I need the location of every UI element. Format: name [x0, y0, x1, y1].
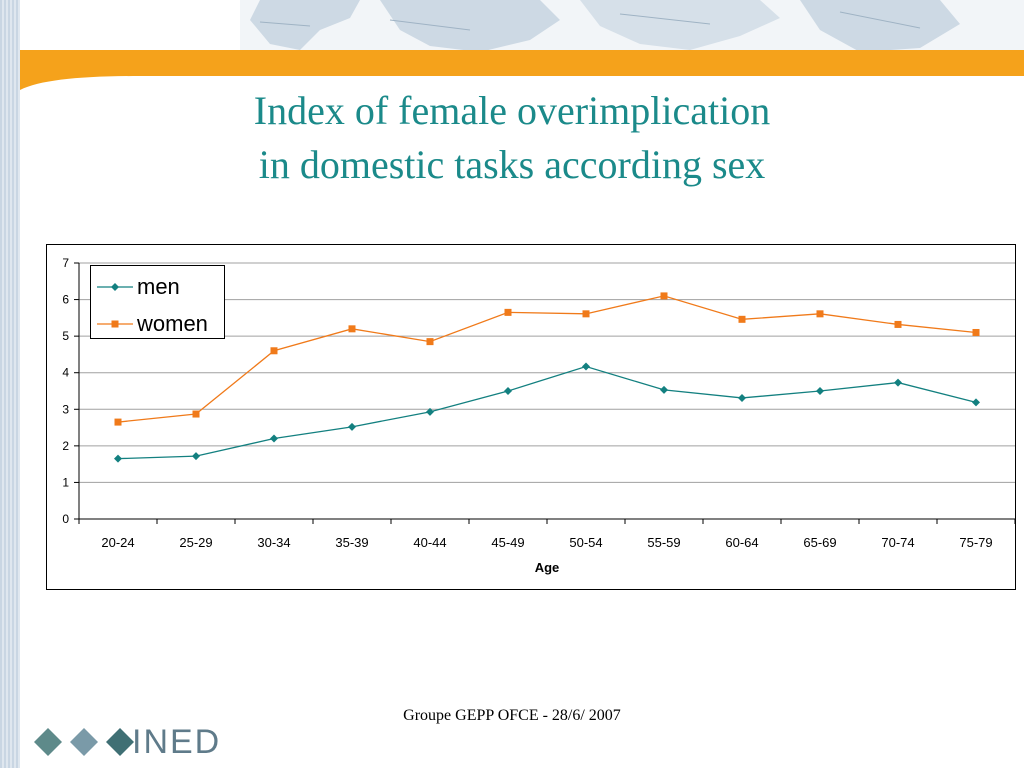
logo-text: INED	[132, 723, 222, 761]
legend-women-marker-icon	[97, 320, 133, 328]
series-line-women	[117, 295, 977, 423]
x-tick-label: 60-64	[725, 535, 758, 550]
x-tick-label: 45-49	[491, 535, 524, 550]
y-tick-label: 1	[62, 475, 69, 489]
y-tick-label: 6	[62, 293, 69, 307]
x-tick-label: 25-29	[179, 535, 212, 550]
data-point-men	[504, 387, 512, 395]
y-tick-label: 7	[62, 256, 69, 270]
left-decorative-stripe	[0, 0, 20, 768]
chart-legend: men women	[90, 265, 225, 339]
data-point-women	[738, 315, 746, 323]
legend-label-men: men	[137, 274, 180, 299]
data-point-men	[816, 387, 824, 395]
data-point-men	[660, 385, 668, 394]
data-point-women	[270, 347, 278, 355]
data-point-men	[894, 378, 902, 387]
legend-entry-men: men	[91, 274, 226, 300]
data-point-men	[426, 407, 434, 416]
slide-footer: Groupe GEPP OFCE - 28/6/ 2007	[403, 707, 621, 724]
legend-entry-women: women	[91, 311, 226, 337]
x-tick-label: 20-24	[101, 535, 134, 550]
gridlines	[79, 262, 1015, 483]
data-point-men	[582, 362, 590, 371]
data-point-men	[348, 422, 356, 431]
x-tick-label: 75-79	[959, 535, 992, 550]
data-point-women	[426, 338, 434, 346]
data-point-men	[738, 393, 746, 402]
x-tick-label: 35-39	[335, 535, 368, 550]
legend-label-women: women	[137, 311, 208, 336]
data-point-women	[660, 292, 668, 300]
ined-logo-icon	[34, 728, 134, 756]
x-tick-label: 30-34	[257, 535, 290, 550]
line-chart: 0 1 2 3 4 5 6 7 20-24 25-29 30-34 35-39 40-44 45-49 50…	[62, 256, 1015, 575]
title-line-2: in domestic tasks according sex	[258, 142, 766, 187]
map-banner-image	[240, 0, 1024, 56]
data-point-women	[348, 325, 356, 333]
x-tick-label: 40-44	[413, 535, 446, 550]
data-point-men	[114, 454, 122, 463]
x-tick-label: 50-54	[569, 535, 602, 550]
x-axis-label: Age	[535, 560, 560, 575]
title-line-1: Index of female overimplication	[253, 88, 771, 133]
x-tick-label: 70-74	[881, 535, 914, 550]
series-line-men	[117, 365, 977, 460]
data-point-women	[114, 418, 122, 426]
data-point-women	[972, 328, 980, 336]
data-point-women	[582, 310, 590, 318]
series-lines	[114, 292, 980, 463]
tick-labels: 0 1 2 3 4 5 6 7 20-24 25-29 30-34 35-39 40-44 45-49 50…	[62, 256, 992, 575]
data-point-women	[504, 308, 512, 316]
slide-title: Index of female overimplication in domes…	[0, 84, 1024, 192]
x-tick-label: 65-69	[803, 535, 836, 550]
data-point-men	[270, 434, 278, 443]
axes	[74, 262, 1015, 524]
y-tick-label: 5	[62, 329, 69, 343]
data-point-women	[816, 310, 824, 318]
y-tick-label: 2	[62, 439, 69, 453]
data-point-women	[192, 410, 200, 418]
chart-frame: 0 1 2 3 4 5 6 7 20-24 25-29 30-34 35-39 40-44 45-49 50…	[46, 244, 1016, 590]
y-tick-label: 3	[62, 402, 69, 416]
orange-header-band	[20, 50, 1024, 90]
y-tick-label: 4	[62, 366, 69, 380]
x-tick-label: 55-59	[647, 535, 680, 550]
legend-men-marker-icon	[97, 283, 133, 291]
data-point-women	[894, 320, 902, 328]
data-point-men	[972, 398, 980, 407]
y-tick-label: 0	[62, 512, 69, 526]
data-point-men	[192, 452, 200, 461]
